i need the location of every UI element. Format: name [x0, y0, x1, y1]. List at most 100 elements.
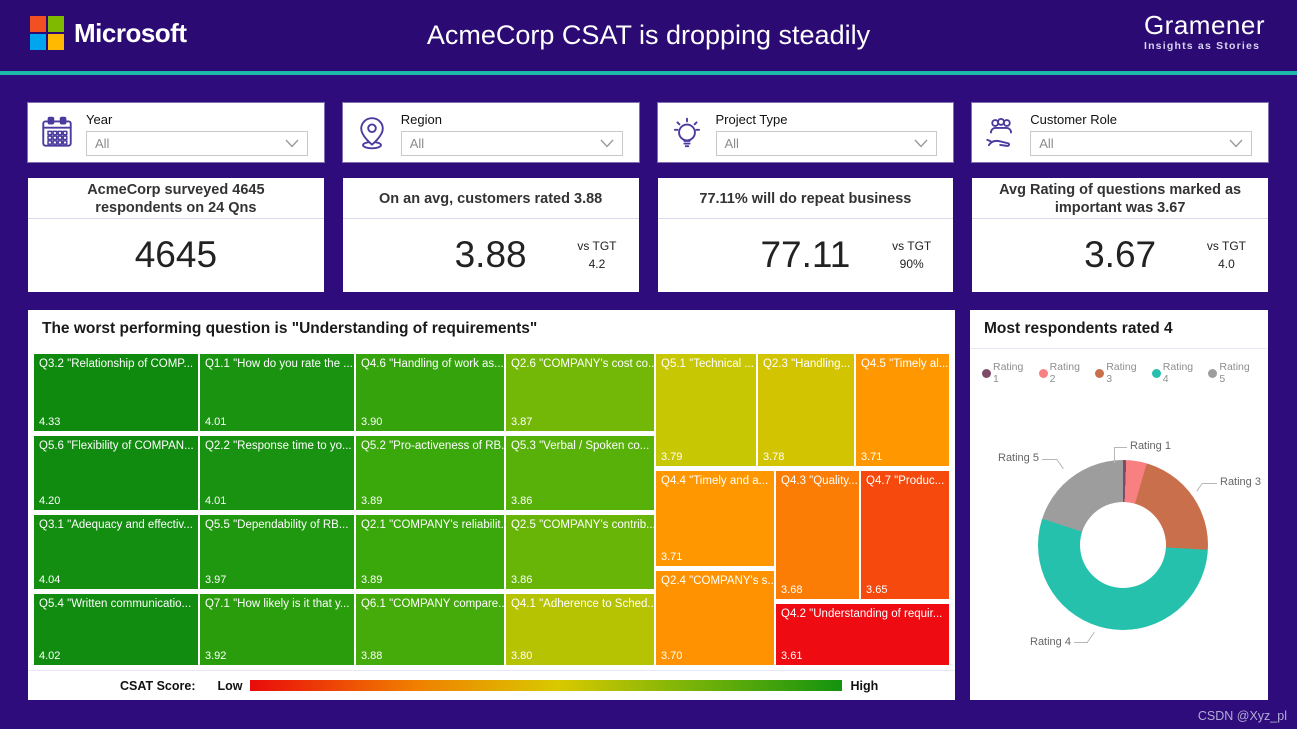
treemap-cell[interactable]: Q4.6 "Handling of work as... 3.90	[354, 353, 505, 432]
treemap-cell[interactable]: Q4.1 "Adherence to Sched... 3.80	[504, 593, 655, 666]
donut-callout-rating-3: Rating 3	[1196, 476, 1261, 492]
filter-customer-role: Customer Role All	[972, 103, 1268, 162]
legend-dot-icon	[1208, 368, 1218, 378]
filter-project-type-dropdown[interactable]: All	[715, 130, 938, 156]
treemap-cell-value: 3.97	[204, 573, 227, 586]
chevron-down-icon	[1229, 139, 1243, 148]
donut-legend-item[interactable]: Rating 3	[1095, 361, 1145, 385]
divider	[657, 218, 954, 219]
kpi-respondents: AcmeCorp surveyed 4645 respondents on 24…	[28, 178, 324, 292]
treemap-cell[interactable]: Q4.7 "Produc... 3.65	[860, 469, 950, 600]
treemap-cell-value: 4.20	[39, 494, 61, 507]
filter-customer-role-label: Customer Role	[1030, 111, 1117, 127]
donut-chart[interactable]	[1038, 460, 1208, 630]
treemap-cell-value: 3.71	[661, 550, 683, 563]
treemap-cell-value: 3.78	[762, 450, 785, 463]
donut-legend-item[interactable]: Rating 1	[982, 361, 1032, 385]
legend-dot-icon	[1038, 368, 1048, 378]
treemap-cell-value: 3.70	[661, 649, 683, 662]
target-label: vs TGT	[577, 239, 617, 253]
treemap-cell-label: Q2.3 "Handling...	[762, 358, 851, 370]
treemap-cell-value: 3.65	[866, 583, 888, 596]
treemap-cell[interactable]: Q4.5 "Timely al... 3.71	[854, 353, 950, 467]
divider	[970, 348, 1268, 349]
filter-region-dropdown[interactable]: All	[400, 130, 623, 156]
filter-region-value: All	[409, 135, 425, 151]
donut-area: Rating 1 Rating 3 Rating 5 Rating 4	[970, 410, 1268, 700]
treemap-cell-label: Q4.1 "Adherence to Sched...	[510, 598, 654, 610]
filter-project-type-label: Project Type	[715, 111, 788, 127]
treemap-cell-value: 4.01	[204, 494, 227, 507]
treemap-cell[interactable]: Q5.1 "Technical ... 3.79	[655, 353, 757, 467]
kpi-avg-rating-target: vs TGT 4.2	[577, 237, 616, 273]
treemap-cell[interactable]: Q7.1 "How likely is it that y... 3.92	[198, 593, 355, 666]
divider	[28, 218, 324, 219]
treemap-cell-label: Q2.4 "COMPANY's s...	[661, 575, 775, 587]
treemap-cell-value: 3.87	[510, 416, 533, 428]
treemap-cell-value: 3.80	[510, 649, 533, 662]
treemap-cell[interactable]: Q5.5 "Dependability of RB... 3.97	[198, 514, 355, 590]
treemap-cell-label: Q4.2 "Understanding of requir...	[781, 607, 943, 620]
treemap-cell[interactable]: Q5.4 "Written communicatio... 4.02	[33, 593, 199, 666]
treemap-cell[interactable]: Q1.1 "How do you rate the ... 4.01	[198, 353, 355, 432]
treemap-cell[interactable]: Q2.4 "COMPANY's s... 3.70	[655, 570, 776, 666]
donut-legend-item[interactable]: Rating 2	[1038, 361, 1089, 385]
treemap-cell[interactable]: Q5.6 "Flexibility of COMPAN... 4.20	[33, 435, 199, 511]
microsoft-logo-text: Microsoft	[74, 17, 187, 48]
treemap-cell-value: 3.79	[661, 450, 683, 463]
kpi-important-rating: Avg Rating of questions marked as import…	[972, 178, 1268, 292]
filter-year-label: Year	[86, 111, 113, 127]
kpi-repeat-business: 77.11% will do repeat business 77.11 vs …	[657, 178, 954, 292]
treemap-cell-value: 4.02	[39, 649, 61, 662]
treemap-cell-label: Q3.2 "Relationship of COMP...	[39, 358, 194, 370]
chevron-down-icon	[285, 139, 299, 148]
treemap-cell-label: Q5.3 "Verbal / Spoken co...	[510, 440, 650, 452]
treemap-cell-label: Q2.1 "COMPANY's reliabilit...	[360, 519, 504, 531]
treemap-cell-value: 3.86	[510, 573, 533, 586]
treemap-cell[interactable]: Q5.3 "Verbal / Spoken co... 3.86	[504, 435, 655, 511]
donut-legend-item[interactable]: Rating 4	[1151, 361, 1202, 385]
treemap-cell[interactable]: Q4.3 "Quality... 3.68	[775, 469, 861, 600]
donut-legend: Rating 1 Rating 2 Rating 3 Rating 4 Rating 5	[970, 349, 1268, 385]
treemap-cell-label: Q3.1 "Adequacy and effectiv...	[39, 519, 193, 531]
header-accent-line	[0, 71, 1297, 75]
treemap-cell[interactable]: Q4.2 "Understanding of requir... 3.61	[775, 602, 950, 666]
treemap-cell-value: 4.33	[39, 416, 61, 428]
csat-score-legend: CSAT Score: Low High	[28, 670, 955, 700]
kpi-respondents-title: AcmeCorp surveyed 4645 respondents on 24…	[87, 181, 265, 216]
treemap-cell[interactable]: Q2.2 "Response time to yo... 4.01	[198, 435, 355, 511]
location-pin-icon	[343, 114, 401, 152]
filter-region-label: Region	[400, 111, 442, 127]
legend-dot-icon	[1095, 368, 1105, 378]
filter-year: Year All	[28, 103, 324, 162]
treemap-cell[interactable]: Q6.1 "COMPANY compare... 3.88	[354, 593, 505, 666]
csat-gradient-bar	[250, 680, 843, 691]
treemap-cell[interactable]: Q2.3 "Handling... 3.78	[756, 353, 855, 467]
filter-year-dropdown[interactable]: All	[86, 130, 308, 156]
treemap-cell[interactable]: Q3.1 "Adequacy and effectiv... 4.04	[33, 514, 199, 590]
treemap-cell[interactable]: Q3.2 "Relationship of COMP... 4.33	[33, 353, 199, 432]
treemap-cell-label: Q5.6 "Flexibility of COMPAN...	[39, 440, 194, 452]
treemap-cell[interactable]: Q2.1 "COMPANY's reliabilit... 3.89	[354, 514, 505, 590]
target-value: 4.0	[1218, 257, 1235, 271]
treemap-cell[interactable]: Q2.5 "COMPANY's contrib... 3.86	[504, 514, 655, 590]
treemap-cell[interactable]: Q4.4 "Timely and a... 3.71	[655, 469, 776, 567]
treemap-cell[interactable]: Q5.2 "Pro-activeness of RB... 3.89	[354, 435, 505, 511]
divider	[342, 218, 639, 219]
kpi-row: AcmeCorp surveyed 4645 respondents on 24…	[28, 178, 1268, 292]
kpi-important-rating-target: vs TGT 4.0	[1207, 237, 1246, 273]
legend-label: Rating 2	[1049, 361, 1080, 385]
treemap-cell-value: 3.61	[781, 649, 803, 662]
kpi-important-rating-title: Avg Rating of questions marked as import…	[999, 181, 1242, 216]
treemap-cell[interactable]: Q2.6 "COMPANY's cost co... 3.87	[504, 353, 655, 432]
chevron-down-icon	[914, 139, 928, 148]
treemap-cell-value: 3.88	[360, 649, 383, 662]
treemap-cell-value: 3.90	[360, 416, 383, 428]
legend-label: Rating 3	[1106, 361, 1137, 385]
csat-legend-label: CSAT Score:	[120, 678, 196, 693]
treemap-title: The worst performing question is "Unders…	[42, 320, 538, 337]
legend-dot-icon	[982, 368, 991, 378]
filter-customer-role-dropdown[interactable]: All	[1030, 130, 1252, 156]
donut-legend-item[interactable]: Rating 5	[1208, 361, 1258, 385]
treemap-cell-label: Q4.4 "Timely and a...	[661, 474, 769, 487]
